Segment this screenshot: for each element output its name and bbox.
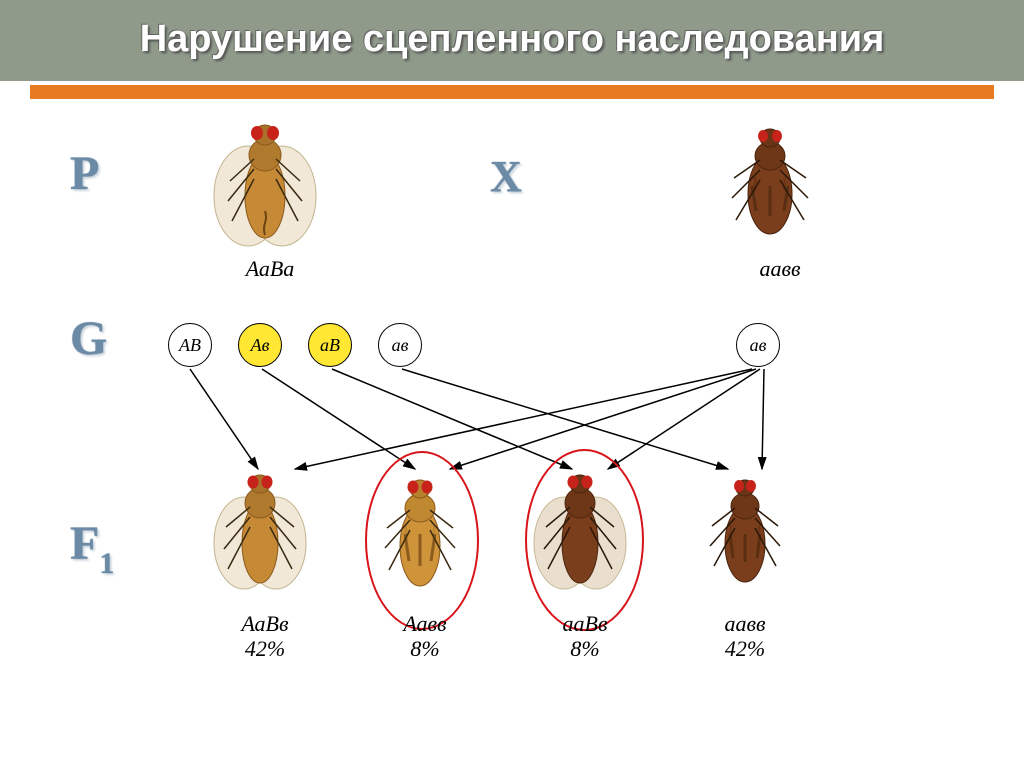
diagram-stage: P G F1 X АаВа а (0, 101, 1024, 741)
label-F1-main: F (70, 517, 99, 570)
cross-symbol: X (490, 151, 522, 202)
offspring-0-percent: 42% (225, 636, 305, 662)
gamete-right-0: ав (736, 323, 780, 367)
parent-2-genotype: аавв (740, 256, 820, 282)
gamete-left-2-label: аВ (320, 335, 340, 356)
offspring-0-genotype: АаВв (225, 611, 305, 637)
offspring-1-genotype: Аавв (385, 611, 465, 637)
gamete-left-1: Ав (238, 323, 282, 367)
label-F1: F1 (70, 516, 114, 581)
offspring-fly-3 (700, 466, 790, 596)
parent-1-genotype: АаВа (230, 256, 310, 282)
gamete-left-0-label: АВ (179, 335, 201, 356)
gamete-left-3-label: ав (392, 335, 409, 356)
page-title: Нарушение сцепленного наследования (0, 18, 1024, 61)
offspring-3-genotype: аавв (705, 611, 785, 637)
offspring-3-percent: 42% (705, 636, 785, 662)
label-G: G (70, 311, 107, 366)
offspring-fly-2 (530, 461, 630, 601)
gamete-left-3: ав (378, 323, 422, 367)
header-band: Нарушение сцепленного наследования (0, 0, 1024, 81)
offspring-fly-0 (210, 461, 310, 601)
gamete-right-0-label: ав (750, 335, 767, 356)
offspring-2-percent: 8% (545, 636, 625, 662)
gamete-left-2: аВ (308, 323, 352, 367)
offspring-fly-1 (375, 466, 465, 601)
gamete-left-1-label: Ав (251, 335, 270, 356)
parent-fly-1 (210, 111, 320, 251)
offspring-2-genotype: ааВв (545, 611, 625, 637)
label-P: P (70, 146, 99, 201)
label-F1-sub: 1 (99, 547, 114, 580)
gamete-left-0: АВ (168, 323, 212, 367)
accent-bar (30, 83, 994, 101)
parent-fly-2 (720, 116, 820, 246)
offspring-1-percent: 8% (385, 636, 465, 662)
